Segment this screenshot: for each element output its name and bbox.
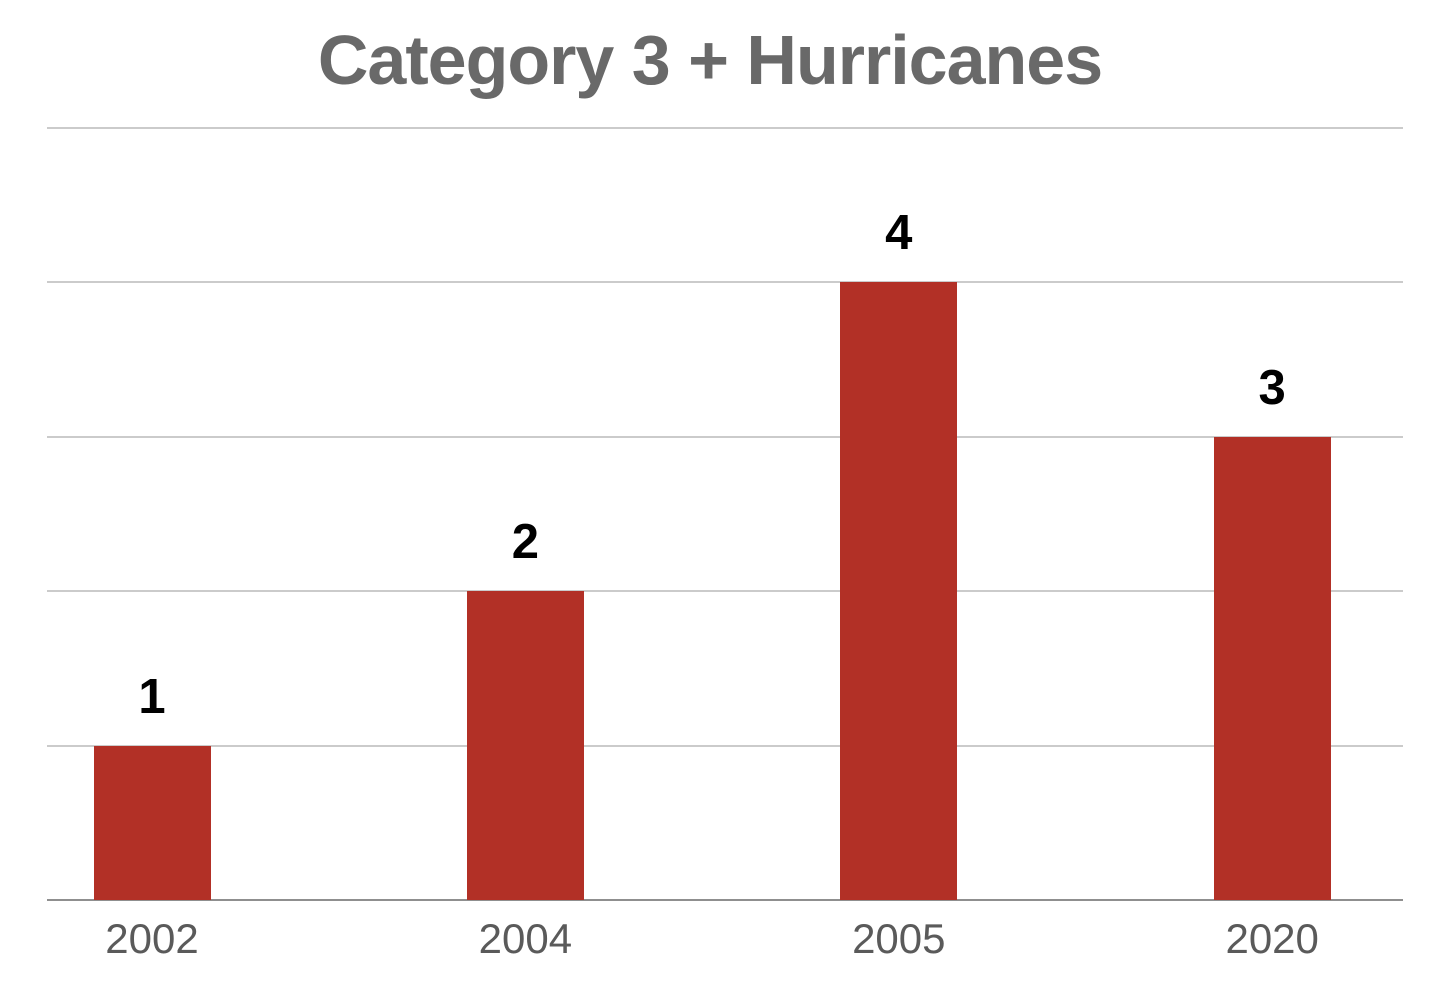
gridline bbox=[47, 744, 1403, 747]
bar-value-label: 2 bbox=[511, 515, 540, 570]
bar-value-label: 4 bbox=[885, 206, 913, 261]
gridline bbox=[47, 435, 1403, 438]
plot-area: 1 2 4 3 bbox=[47, 127, 1403, 901]
bar-value-label: 3 bbox=[1258, 360, 1286, 415]
gridline bbox=[47, 281, 1403, 284]
bar-2020 bbox=[1213, 436, 1331, 900]
x-tick-label: 2005 bbox=[852, 915, 946, 962]
x-tick-label: 2002 bbox=[105, 915, 199, 962]
bar-value-label: 1 bbox=[138, 669, 166, 724]
gridline bbox=[47, 127, 1403, 129]
bar-2005 bbox=[840, 282, 958, 900]
x-tick-label: 2020 bbox=[1225, 915, 1319, 962]
x-axis-line bbox=[47, 899, 1403, 901]
chart-title: Category 3 + Hurricanes bbox=[317, 21, 1103, 99]
bar-2004 bbox=[466, 591, 584, 900]
x-tick-label: 2004 bbox=[478, 915, 573, 962]
x-axis: 2002 2004 2005 2020 bbox=[47, 918, 1403, 978]
bar-2002 bbox=[93, 745, 211, 900]
gridline bbox=[47, 590, 1403, 593]
